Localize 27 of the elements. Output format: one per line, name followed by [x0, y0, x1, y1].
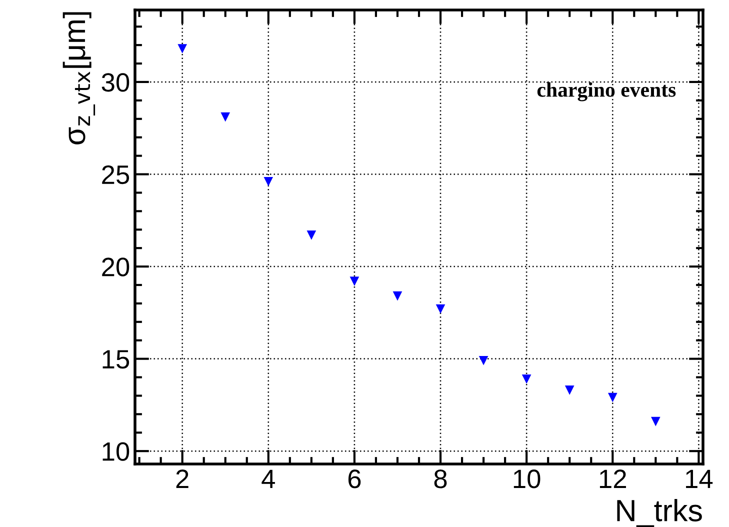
- y-tick-label: 15: [102, 350, 130, 369]
- point: [651, 416, 660, 426]
- y-tick-label: 10: [102, 442, 130, 461]
- point: [306, 230, 316, 240]
- point: [392, 291, 402, 301]
- point: [436, 304, 446, 314]
- point: [220, 112, 230, 122]
- point: [264, 176, 274, 186]
- x-tick-label: 12: [600, 470, 626, 488]
- y-tick-label: 25: [102, 165, 130, 184]
- x-tick-label: 10: [514, 470, 540, 488]
- y-tick-label: 20: [102, 258, 130, 276]
- x-tick-label: 2: [176, 470, 188, 488]
- annotation: chargino events: [537, 82, 676, 102]
- point: [522, 374, 532, 384]
- x-axis-title: N_trks: [617, 499, 702, 527]
- x-tick-label: 8: [434, 470, 447, 488]
- y-tick-label: 30: [102, 73, 130, 92]
- point: [478, 356, 488, 366]
- y-axis-title: σ$_{z_vtx}$[μm]: [62, 12, 96, 144]
- x-tick-label: 14: [686, 470, 713, 488]
- point: [564, 386, 574, 395]
- point: [178, 44, 187, 54]
- point: [350, 276, 360, 286]
- x-tick-label: 6: [348, 470, 361, 488]
- x-tick-label: 4: [262, 470, 275, 488]
- point: [608, 392, 618, 402]
